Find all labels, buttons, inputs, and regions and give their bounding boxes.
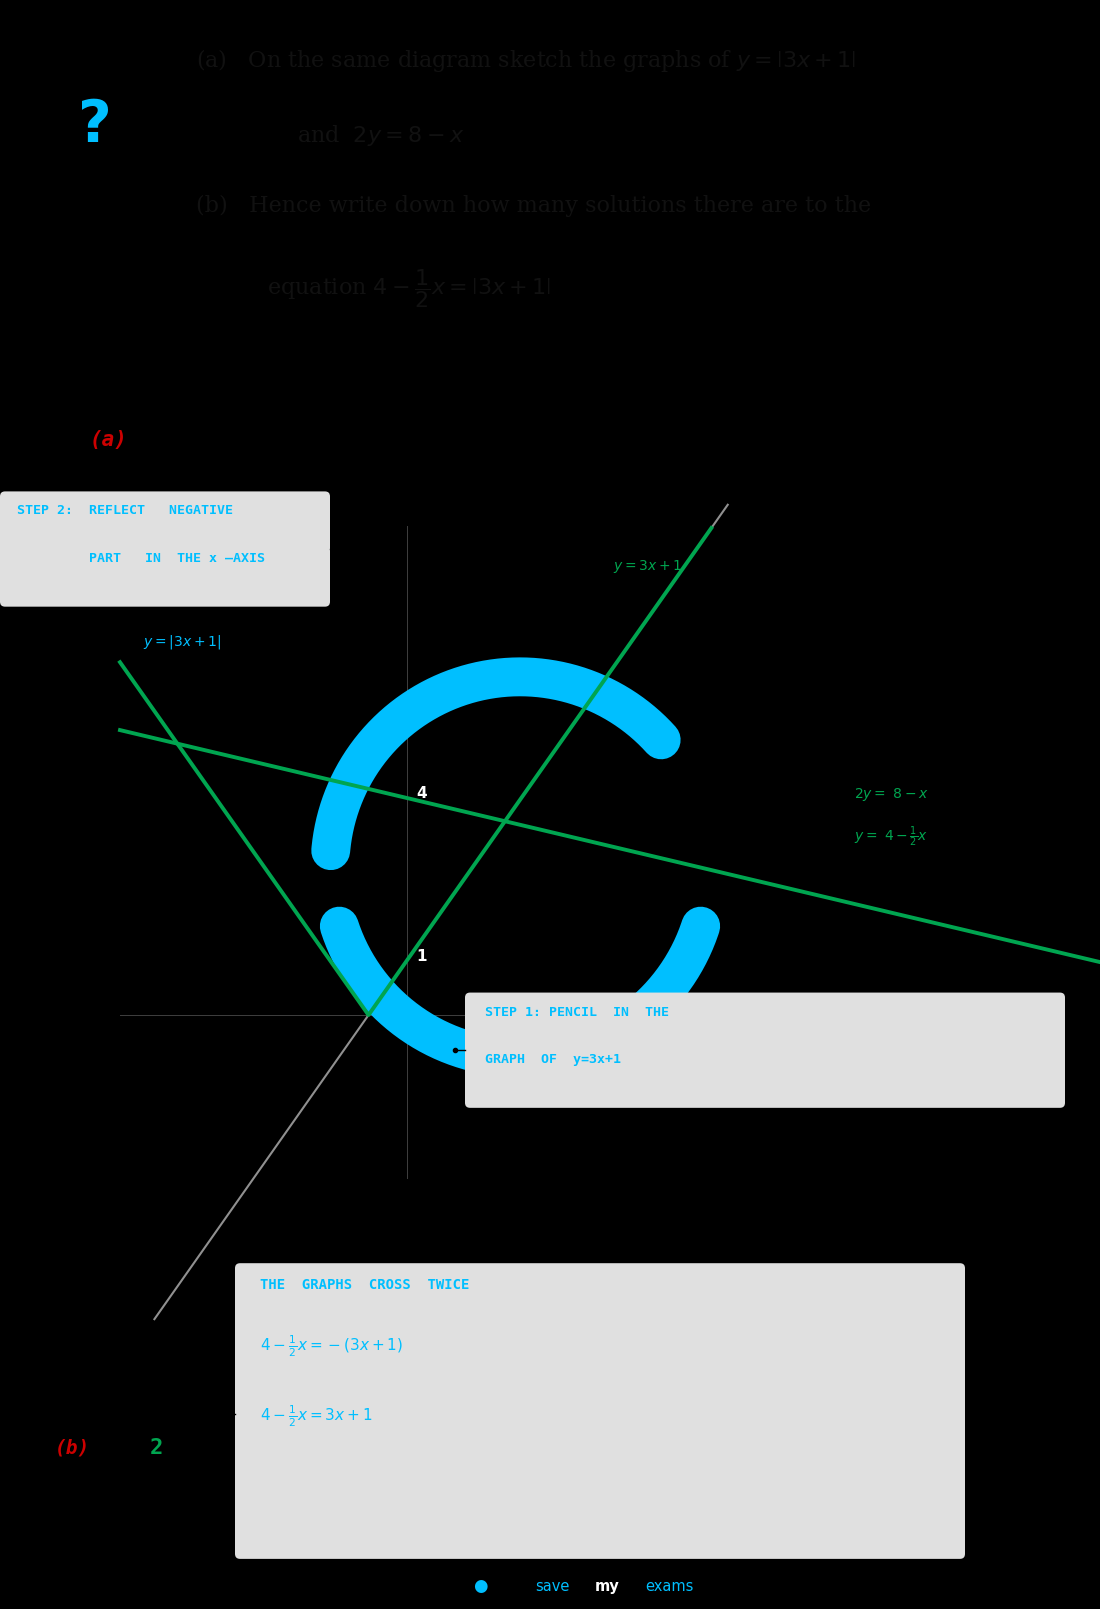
FancyBboxPatch shape	[235, 1263, 965, 1559]
Text: 2: 2	[150, 1437, 164, 1458]
Text: 4: 4	[416, 785, 427, 801]
Text: $2y=\ 8-x$: $2y=\ 8-x$	[854, 785, 928, 803]
Text: GRAPH  OF  y=3x+1: GRAPH OF y=3x+1	[485, 1052, 622, 1065]
Text: $y=|3x+1|$: $y=|3x+1|$	[143, 634, 221, 652]
Text: and  $2y = 8 - x$: and $2y = 8 - x$	[297, 122, 464, 148]
Text: ●: ●	[473, 1577, 487, 1595]
Text: my: my	[595, 1578, 619, 1595]
Text: THE  GRAPHS  CROSS  TWICE: THE GRAPHS CROSS TWICE	[260, 1278, 470, 1292]
Text: $4-\frac{1}{2}x=3x+1$: $4-\frac{1}{2}x=3x+1$	[260, 1403, 373, 1429]
Text: (b)   Hence write down how many solutions there are to the: (b) Hence write down how many solutions …	[196, 195, 871, 217]
Text: STEP 2:  REFLECT   NEGATIVE: STEP 2: REFLECT NEGATIVE	[16, 505, 233, 518]
Text: 1: 1	[416, 949, 427, 964]
Text: $4-\frac{1}{2}x=-(3x+1)$: $4-\frac{1}{2}x=-(3x+1)$	[260, 1334, 404, 1360]
Text: save: save	[535, 1578, 570, 1595]
Text: (a): (a)	[90, 430, 128, 451]
FancyBboxPatch shape	[465, 993, 1065, 1109]
Text: $y=\ 4-\frac{1}{2}x$: $y=\ 4-\frac{1}{2}x$	[854, 825, 928, 850]
Text: STEP 1: PENCIL  IN  THE: STEP 1: PENCIL IN THE	[485, 1006, 669, 1018]
Text: (a)   On the same diagram sketch the graphs of $y = \left|3x + 1\right|$: (a) On the same diagram sketch the graph…	[196, 47, 856, 74]
Text: exams: exams	[645, 1578, 693, 1595]
Text: equation $4 - \dfrac{1}{2}x = \left|3x + 1\right|$: equation $4 - \dfrac{1}{2}x = \left|3x +…	[266, 267, 551, 311]
Text: $y=3x+1$: $y=3x+1$	[613, 558, 682, 574]
Text: ?: ?	[78, 98, 111, 154]
Text: PART   IN  THE x –AXIS: PART IN THE x –AXIS	[16, 552, 265, 565]
Text: (b): (b)	[55, 1438, 90, 1458]
FancyBboxPatch shape	[0, 491, 330, 607]
